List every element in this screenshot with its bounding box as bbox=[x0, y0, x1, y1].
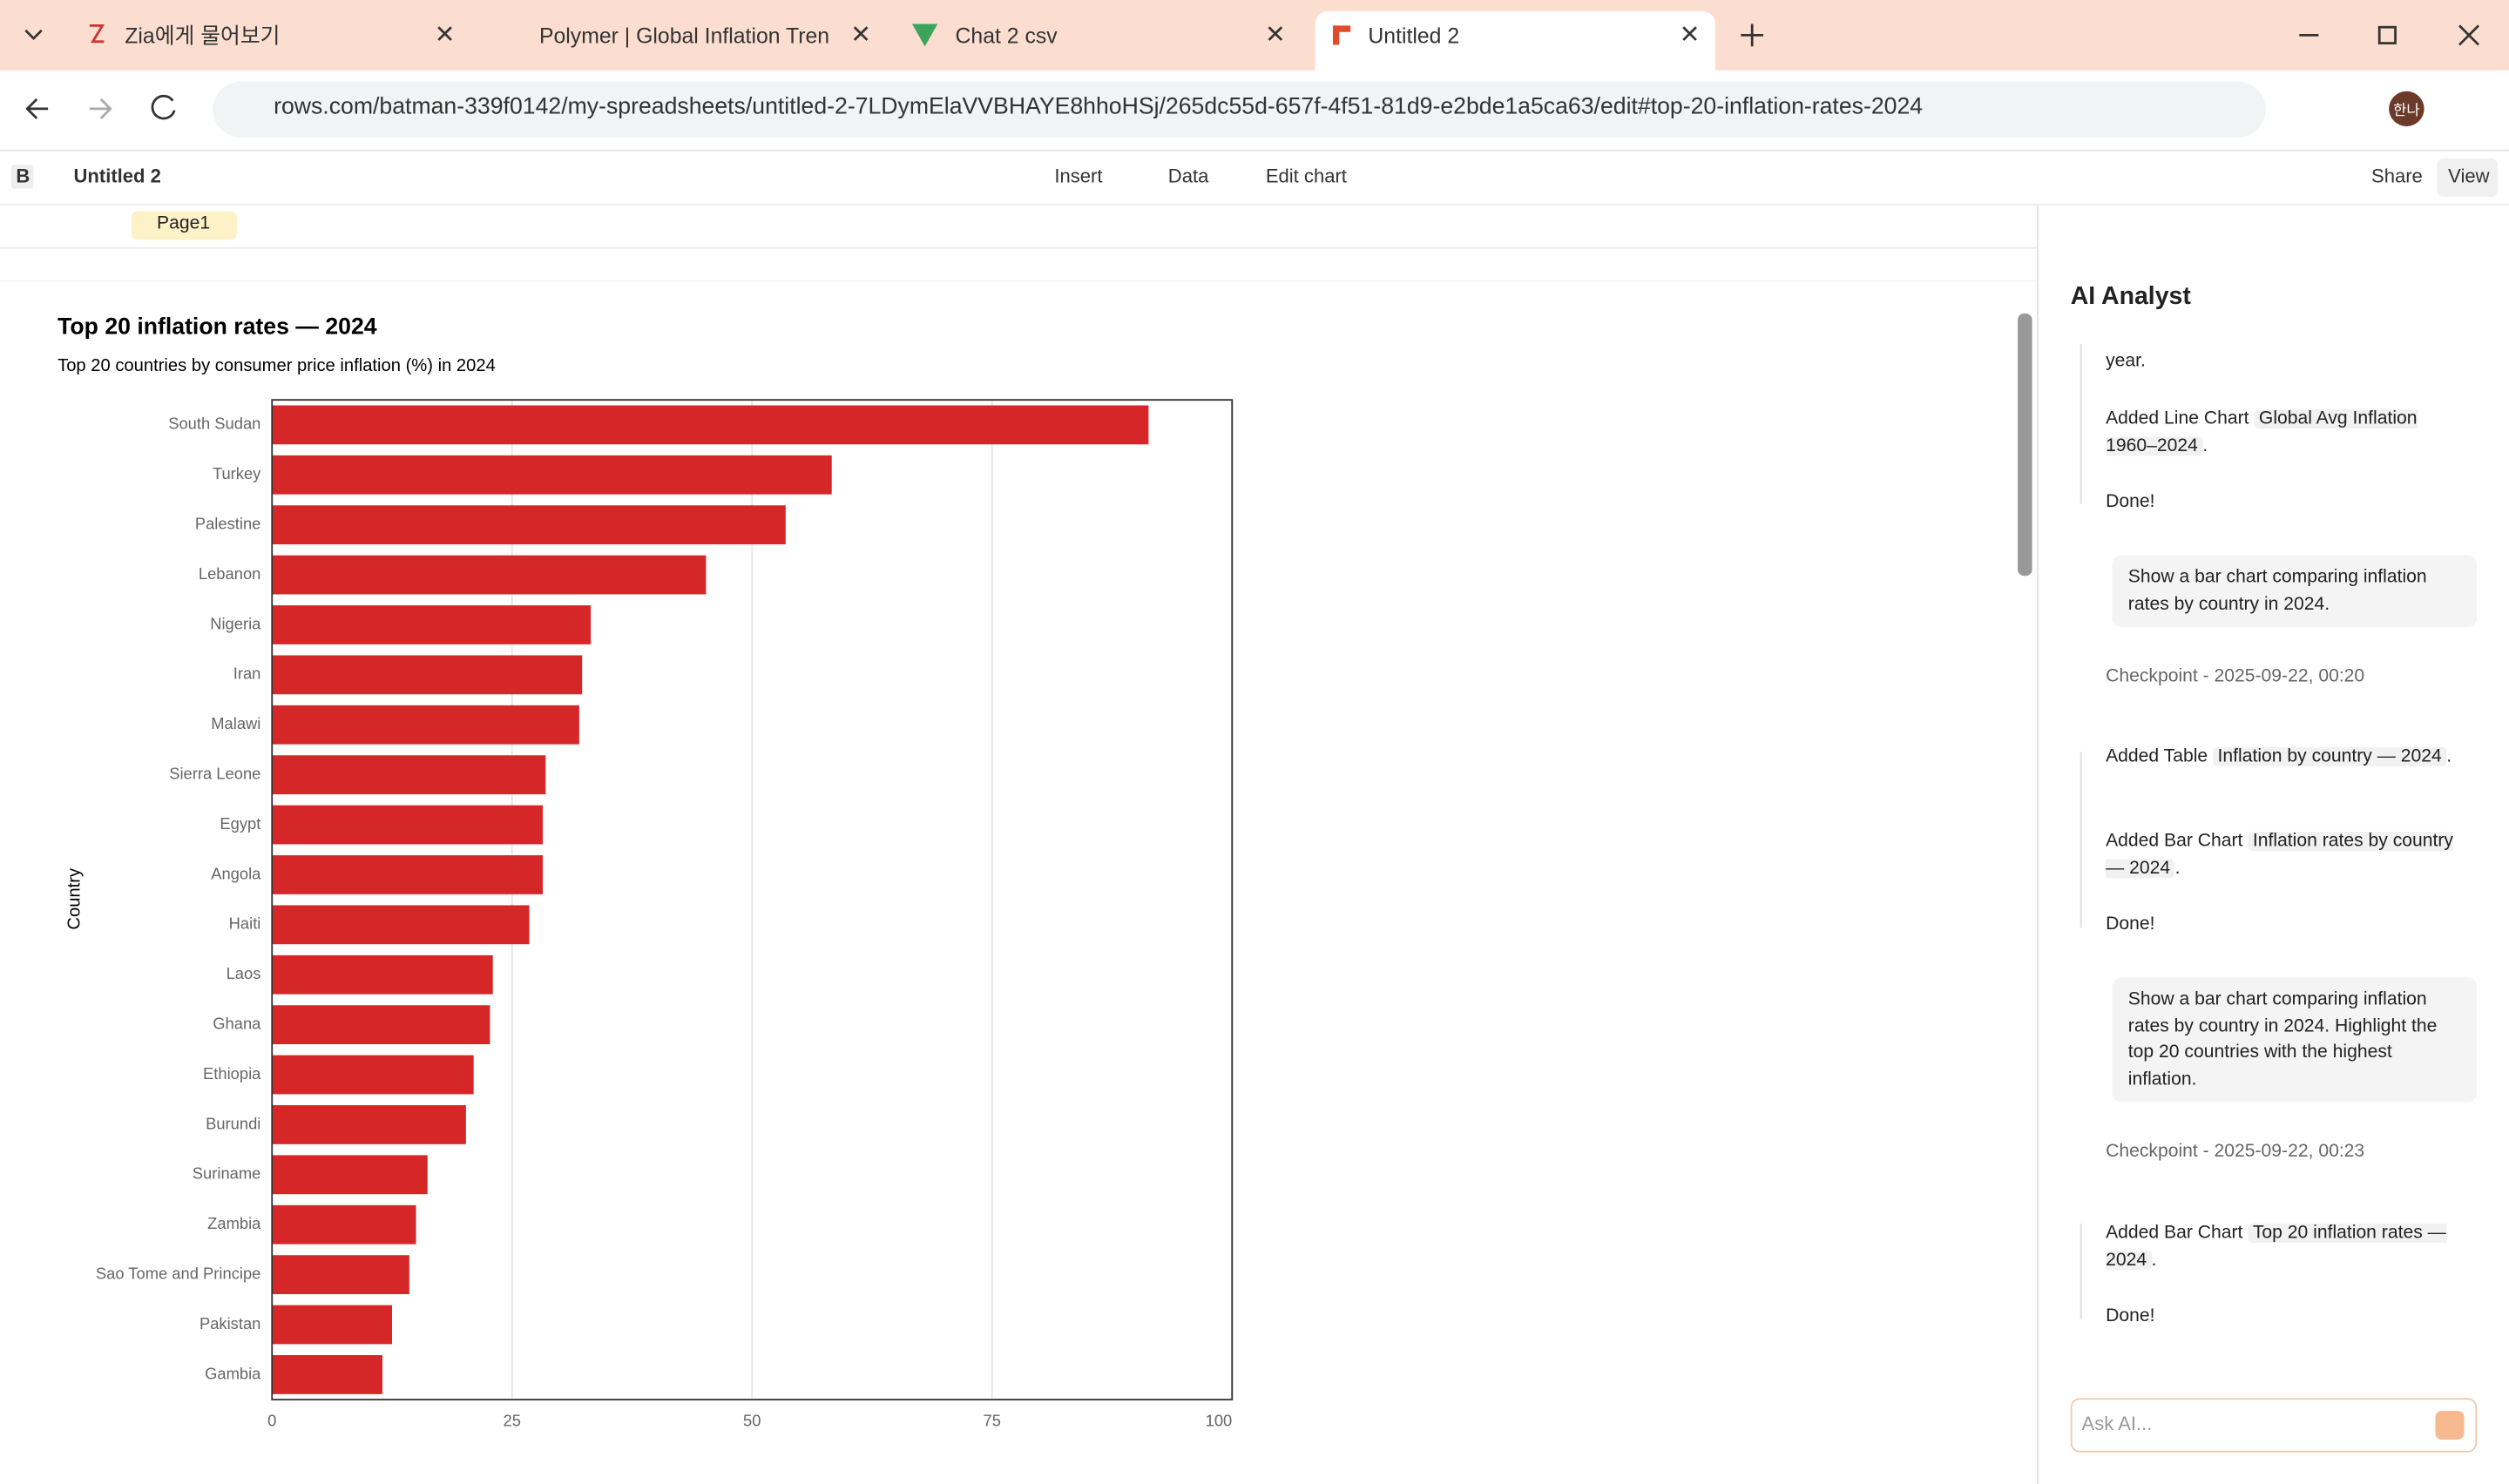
y-tick-label: Angola bbox=[211, 864, 261, 882]
bar bbox=[272, 1005, 490, 1045]
y-tick-label: Sierra Leone bbox=[169, 764, 260, 782]
y-axis-label: Country bbox=[65, 867, 85, 930]
y-tick-label: Nigeria bbox=[210, 614, 261, 632]
x-tick-label: 25 bbox=[504, 1412, 521, 1430]
share-button[interactable]: Share bbox=[2370, 165, 2423, 187]
bar bbox=[272, 605, 592, 644]
bar bbox=[272, 1305, 392, 1345]
y-tick-label: Zambia bbox=[207, 1214, 261, 1232]
message-end: . bbox=[2446, 746, 2452, 766]
bar bbox=[272, 905, 530, 945]
toolbar-button[interactable]: Data bbox=[1167, 165, 1209, 187]
toolbar-button[interactable]: Insert bbox=[1054, 165, 1103, 187]
y-tick-label: South Sudan bbox=[168, 415, 260, 433]
send-button[interactable] bbox=[2435, 1410, 2465, 1440]
y-tick-label: Lebanon bbox=[199, 564, 260, 583]
bar bbox=[272, 855, 544, 894]
y-tick-label: Egypt bbox=[220, 814, 260, 833]
url[interactable]: rows.com/batman-339f0142/my-spreadsheets… bbox=[274, 94, 1924, 120]
tab-strip bbox=[0, 0, 2509, 71]
bar bbox=[272, 555, 707, 595]
bar bbox=[272, 1105, 466, 1144]
thread-line bbox=[2080, 752, 2082, 928]
bar bbox=[272, 655, 583, 695]
message-text: Added Line Chart bbox=[2106, 409, 2249, 429]
message: Done! bbox=[2106, 492, 2155, 512]
y-tick-label: Suriname bbox=[193, 1164, 261, 1183]
message-text: Added Bar Chart bbox=[2106, 1224, 2243, 1244]
ask-placeholder: Ask AI... bbox=[2081, 1412, 2153, 1435]
tab[interactable]: Polymer | Global Inflation Tren bbox=[538, 24, 830, 49]
chrome-icons bbox=[0, 24, 2509, 282]
x-tick-label: 75 bbox=[984, 1412, 1001, 1430]
tab[interactable]: Chat 2 csv bbox=[955, 24, 1058, 49]
message: Done! bbox=[2106, 1306, 2155, 1326]
page-tab[interactable]: Page1 bbox=[156, 214, 211, 234]
chart-subtitle: Top 20 countries by consumer price infla… bbox=[57, 356, 496, 375]
y-tick-label: Sao Tome and Principe bbox=[96, 1264, 261, 1282]
y-tick-label: Laos bbox=[227, 964, 261, 982]
workspace[interactable]: B bbox=[16, 165, 30, 187]
x-tick-label: 50 bbox=[743, 1412, 761, 1430]
avatar[interactable]: 한나 bbox=[2393, 102, 2420, 118]
y-tick-label: Haiti bbox=[229, 914, 261, 933]
bar bbox=[272, 1055, 474, 1095]
panel-border bbox=[2037, 205, 2039, 1484]
ask-input[interactable] bbox=[2070, 1398, 2478, 1453]
chip[interactable]: Inflation by country — 2024 bbox=[2213, 746, 2447, 766]
bar bbox=[272, 1255, 409, 1295]
y-tick-label: Malawi bbox=[211, 714, 260, 732]
y-tick-label: Ghana bbox=[213, 1014, 261, 1032]
message: Done! bbox=[2106, 914, 2155, 934]
checkpoint[interactable]: Checkpoint - 2025-09-22, 00:23 bbox=[2106, 1142, 2365, 1162]
tab[interactable]: Untitled 2 bbox=[1368, 24, 1460, 49]
panel-title: AI Analyst bbox=[2070, 283, 2191, 311]
bar bbox=[272, 455, 832, 495]
x-tick-label: 0 bbox=[267, 1412, 276, 1430]
y-tick-label: Burundi bbox=[206, 1114, 260, 1132]
user-message: Show a bar chart comparing inflation rat… bbox=[2112, 555, 2478, 627]
y-tick-label: Ethiopia bbox=[203, 1064, 261, 1083]
checkpoint[interactable]: Checkpoint - 2025-09-22, 00:20 bbox=[2106, 666, 2365, 686]
doc-title[interactable]: Untitled 2 bbox=[73, 165, 161, 187]
chart-title: Top 20 inflation rates — 2024 bbox=[57, 314, 377, 340]
thread-line bbox=[2080, 1224, 2082, 1320]
bar bbox=[272, 405, 1149, 445]
view-button[interactable]: View bbox=[2448, 165, 2490, 187]
bar bbox=[272, 755, 546, 795]
y-tick-label: Turkey bbox=[213, 464, 261, 482]
message-end: . bbox=[2174, 859, 2181, 879]
message: Added Table Inflation by country — 2024. bbox=[2106, 744, 2465, 771]
y-tick-label: Palestine bbox=[195, 515, 261, 533]
message: Added Line Chart Global Avg Inflation 19… bbox=[2106, 407, 2465, 461]
bar bbox=[272, 1155, 428, 1195]
y-tick-label: Iran bbox=[233, 664, 261, 683]
bar bbox=[272, 705, 579, 745]
bar bbox=[272, 805, 544, 845]
message: Added Bar Chart Inflation rates by count… bbox=[2106, 828, 2465, 882]
bar bbox=[272, 505, 786, 545]
bar bbox=[272, 1355, 382, 1394]
y-tick-label: Pakistan bbox=[200, 1314, 260, 1332]
chart: Top 20 inflation rates — 2024 Top 20 cou… bbox=[57, 314, 2032, 1430]
message-text: Added Bar Chart bbox=[2106, 832, 2243, 852]
message-end: . bbox=[2202, 436, 2208, 456]
message: Added Bar Chart Top 20 inflation rates —… bbox=[2106, 1220, 2465, 1274]
bar bbox=[272, 954, 493, 995]
toolbar-button[interactable]: Edit chart bbox=[1265, 165, 1347, 187]
message-text: Added Table bbox=[2106, 746, 2208, 766]
user-message: Show a bar chart comparing inflation rat… bbox=[2112, 977, 2478, 1103]
bar bbox=[272, 1204, 416, 1245]
thread-line bbox=[2080, 343, 2082, 504]
active-tab-bg bbox=[1315, 10, 1715, 71]
plot-frame bbox=[271, 399, 1234, 1401]
message-end: . bbox=[2151, 1251, 2157, 1271]
message: year. bbox=[2106, 352, 2146, 372]
x-tick-label: 100 bbox=[1206, 1412, 1233, 1430]
y-tick-label: Gambia bbox=[205, 1364, 261, 1382]
tab[interactable]: Zia에게 물어보기 bbox=[125, 24, 281, 49]
